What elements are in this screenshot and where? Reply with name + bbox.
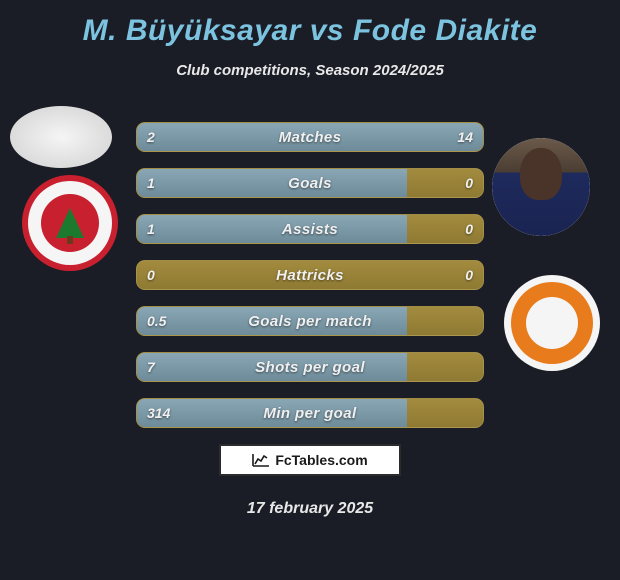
stat-value-right: 0 (465, 215, 473, 243)
stat-label: Hattricks (137, 261, 483, 289)
page-title: M. Büyüksayar vs Fode Diakite (0, 0, 620, 48)
stat-label: Min per goal (137, 399, 483, 427)
stats-bar-chart: Matches214Goals10Assists10Hattricks00Goa… (136, 122, 484, 444)
stat-value-left: 0 (147, 261, 155, 289)
stat-value-left: 1 (147, 169, 155, 197)
stat-row: Matches2 14 (136, 122, 484, 152)
stat-value-right: 14 (457, 123, 473, 151)
stat-row: Goals1 0 (136, 168, 484, 198)
stat-value-left: 1 (147, 215, 155, 243)
stat-label: Goals per match (137, 307, 483, 335)
player-right-photo (492, 138, 590, 236)
stat-value-right: 0 (465, 169, 473, 197)
player-left-photo (10, 106, 112, 168)
stat-label: Goals (137, 169, 483, 197)
site-name: FcTables.com (275, 452, 367, 468)
stat-row: Min per goal314 (136, 398, 484, 428)
stat-value-left: 7 (147, 353, 155, 381)
stat-row: Assists1 0 (136, 214, 484, 244)
stat-value-left: 2 (147, 123, 155, 151)
club-left-badge (22, 175, 118, 271)
stat-value-right: 0 (465, 261, 473, 289)
site-badge: FcTables.com (219, 444, 401, 476)
stat-label: Matches (137, 123, 483, 151)
club-right-badge (504, 275, 600, 371)
stat-row: Goals per match0.5 (136, 306, 484, 336)
chart-icon (252, 453, 270, 467)
stat-row: Hattricks0 0 (136, 260, 484, 290)
stat-label: Assists (137, 215, 483, 243)
stat-row: Shots per goal7 (136, 352, 484, 382)
footer-date: 17 february 2025 (247, 500, 373, 518)
stat-value-left: 314 (147, 399, 170, 427)
page-subtitle: Club competitions, Season 2024/2025 (0, 62, 620, 79)
tree-icon (56, 208, 84, 238)
stat-value-left: 0.5 (147, 307, 166, 335)
stat-label: Shots per goal (137, 353, 483, 381)
